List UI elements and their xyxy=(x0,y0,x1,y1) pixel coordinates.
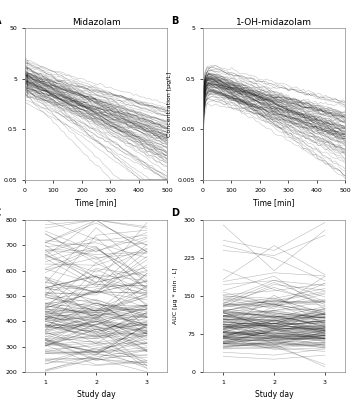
Y-axis label: AUC [µg * min · L]: AUC [µg * min · L] xyxy=(173,268,178,324)
X-axis label: Study day: Study day xyxy=(77,390,115,399)
Text: D: D xyxy=(172,208,179,218)
Text: B: B xyxy=(172,16,179,26)
X-axis label: Study day: Study day xyxy=(255,390,293,399)
Y-axis label: Concentration [µg/L]: Concentration [µg/L] xyxy=(167,71,172,137)
Text: C: C xyxy=(0,208,1,218)
Title: 1-OH-midazolam: 1-OH-midazolam xyxy=(236,18,312,27)
X-axis label: Time [min]: Time [min] xyxy=(75,198,117,207)
X-axis label: Time [min]: Time [min] xyxy=(253,198,295,207)
Text: A: A xyxy=(0,16,1,26)
Title: Midazolam: Midazolam xyxy=(72,18,120,27)
